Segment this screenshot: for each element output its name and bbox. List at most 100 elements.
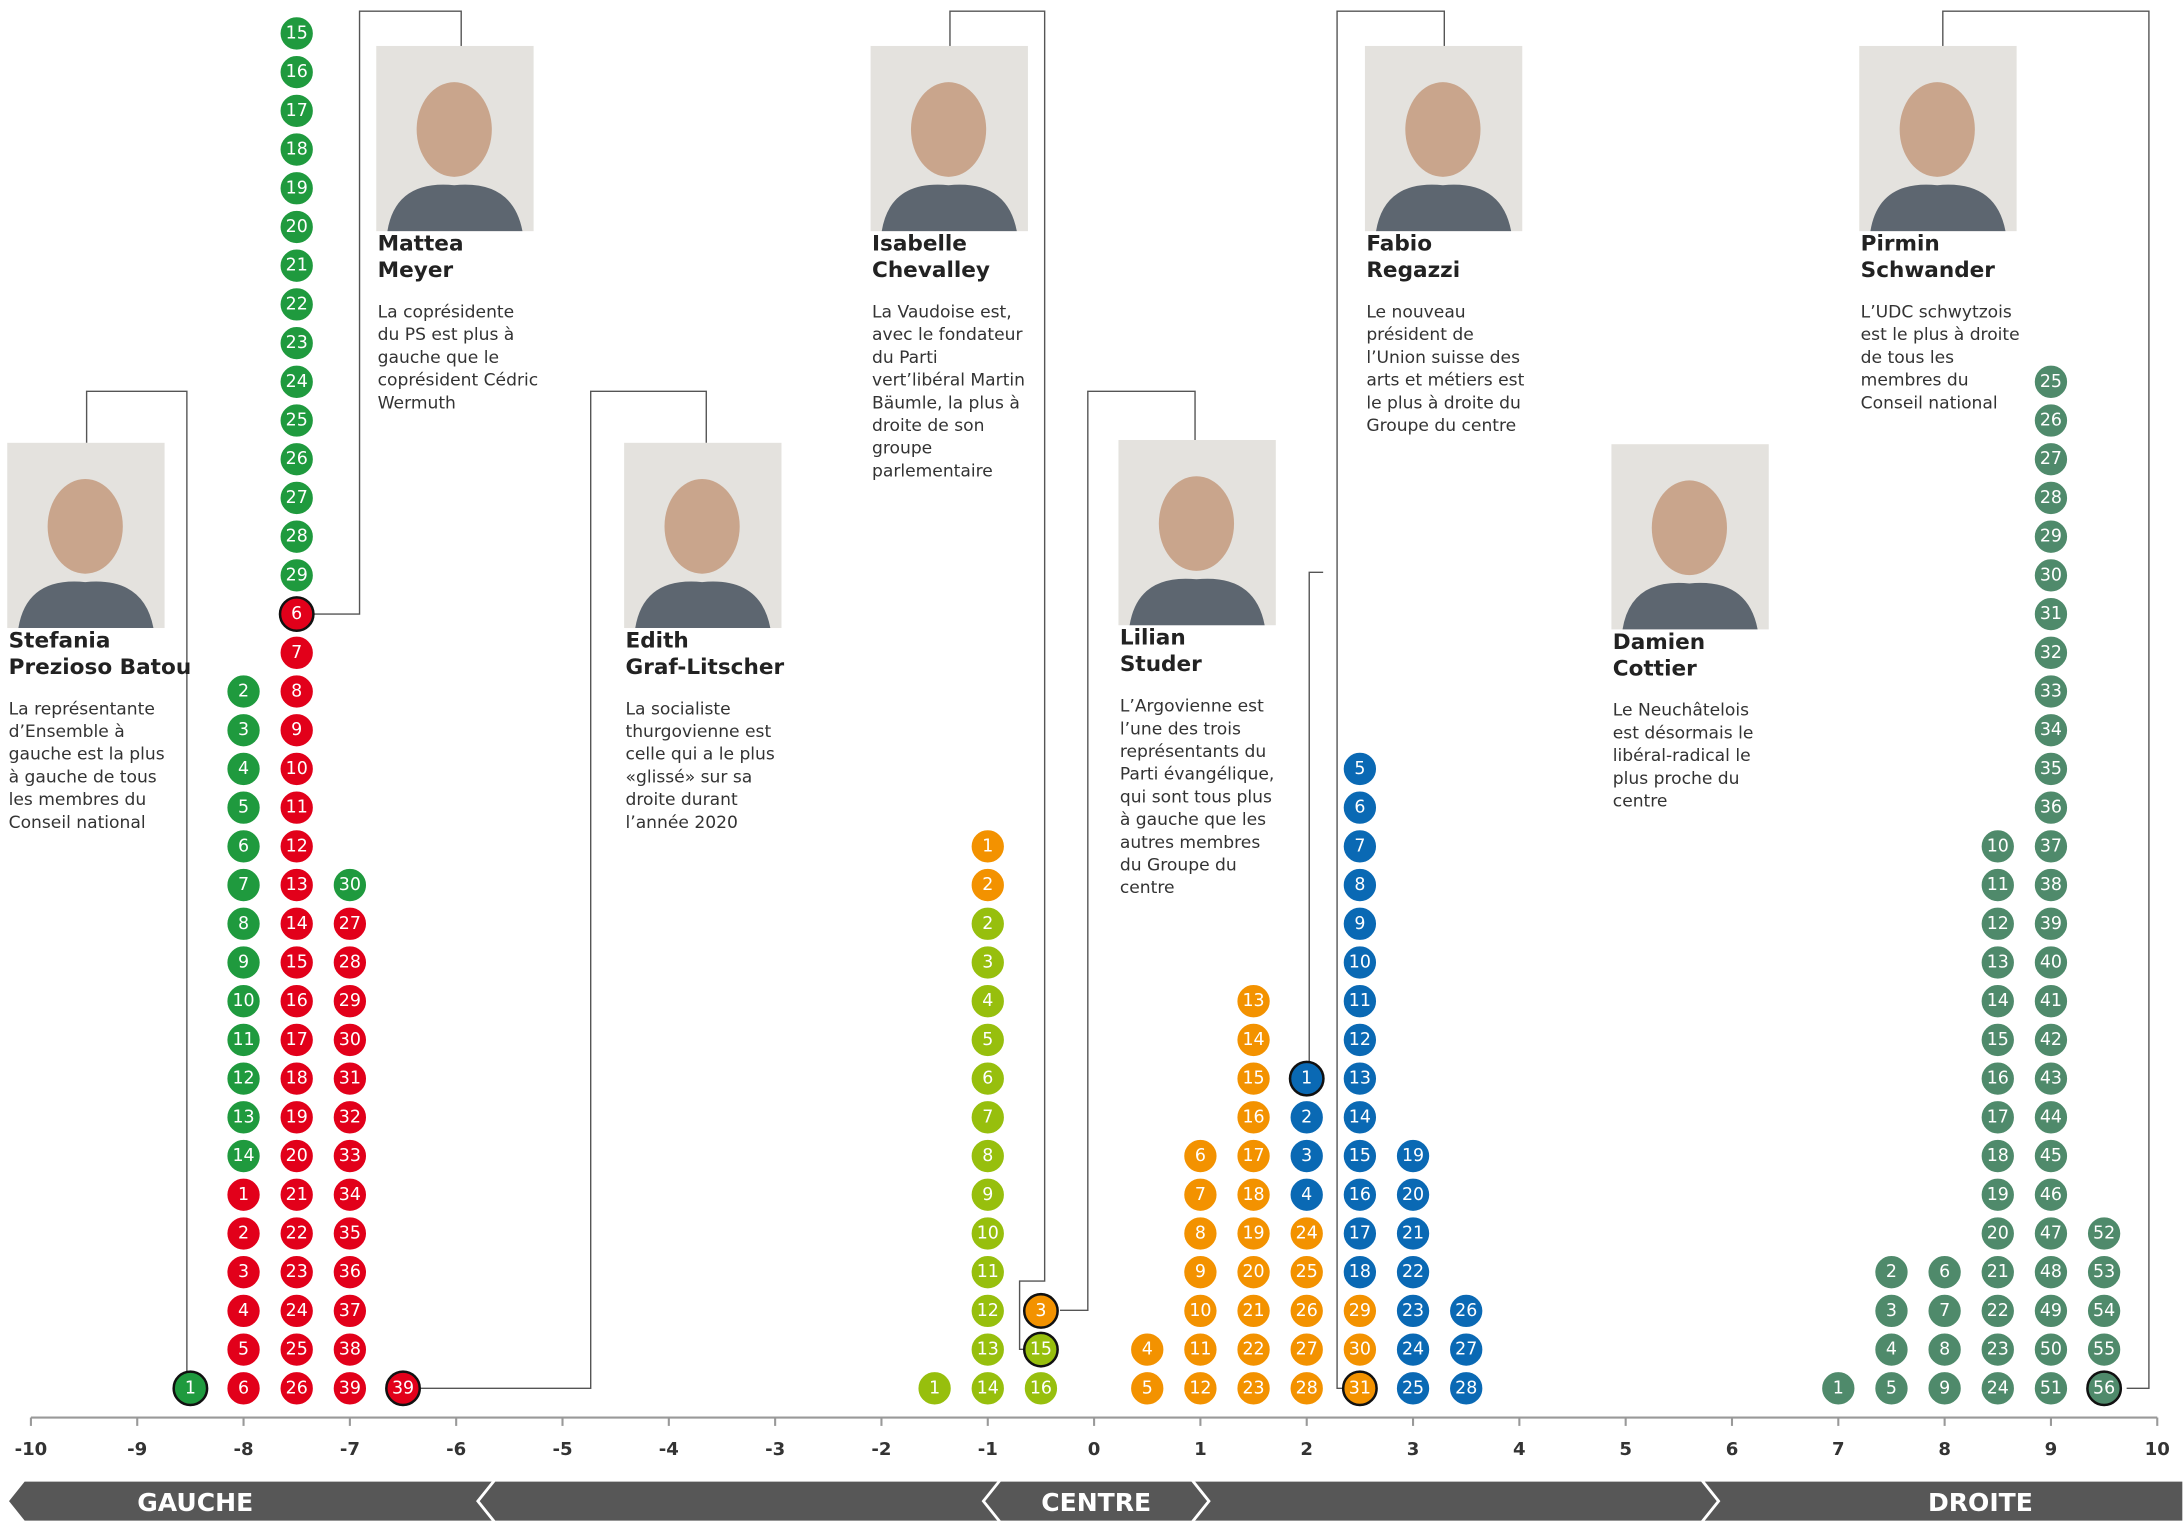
profile-text: gauche que le [378,348,499,368]
member-rank: 13 [1349,1069,1371,1089]
x-tick-label: 0 [1088,1439,1101,1460]
member-rank: 15 [286,952,308,972]
member-rank: 31 [339,1069,361,1089]
profile-name: Pirmin [1861,232,1940,257]
member-rank: 1 [929,1378,940,1398]
member-rank: 50 [2040,1340,2062,1360]
zone-shape [478,1480,1003,1522]
profile-text: droite durant [626,790,738,810]
profile-text: gauche est la plus [9,745,165,765]
x-tick-label: 6 [1726,1439,1739,1460]
member-rank: 54 [2093,1301,2115,1321]
member-rank: 10 [286,759,308,779]
member-rank: 12 [232,1069,254,1089]
profile-name: Edith [626,629,689,654]
member-rank: 38 [2040,875,2062,895]
profile-text: les membres du [9,790,147,810]
profile-name: Prezioso Batou [9,655,192,680]
member-rank: 39 [339,1378,361,1398]
member-rank: 41 [2040,991,2062,1011]
profile-text: centre [1120,878,1175,898]
member-rank: 35 [2040,759,2062,779]
profile-text: membres du [1861,371,1969,391]
profile-text: groupe [872,439,932,459]
member-rank: 12 [977,1301,999,1321]
profile-text: L’UDC schwytzois [1861,302,2012,322]
member-rank: 11 [286,798,308,818]
profile-text: coprésident Cédric [378,371,539,391]
profile-text: est le plus à droite [1861,325,2020,345]
member-rank: 47 [2040,1223,2062,1243]
profile-name: Cottier [1613,656,1697,681]
profile-text: Wermuth [378,393,456,413]
member-rank: 4 [238,1301,249,1321]
profile-text: «glissé» sur sa [626,767,753,787]
member-rank: 33 [2040,682,2062,702]
member-rank: 27 [339,914,361,934]
member-rank: 14 [1349,1107,1371,1127]
profile-text: La socialiste [626,699,731,719]
member-rank: 21 [1402,1223,1424,1243]
member-rank: 13 [977,1340,999,1360]
x-tick-label: 3 [1407,1439,1420,1460]
member-rank: 9 [982,1185,993,1205]
member-rank: 3 [982,952,993,972]
member-rank: 23 [1402,1301,1424,1321]
member-rank: 25 [2040,372,2062,392]
profile-text: l’Union suisse des [1366,348,1520,368]
member-rank: 22 [1987,1301,2009,1321]
member-rank: 34 [339,1185,361,1205]
photo-head [1900,82,1975,177]
profile-text: La Vaudoise est, [872,302,1012,322]
member-rank: 18 [1242,1185,1264,1205]
member-rank: 15 [1987,1030,2009,1050]
member-rank: 3 [238,1262,249,1282]
member-rank: 39 [2040,914,2062,934]
member-rank: 4 [1886,1340,1897,1360]
member-rank: 25 [1402,1378,1424,1398]
member-rank: 23 [1242,1378,1264,1398]
member-rank: 1 [1301,1069,1312,1089]
member-rank: 49 [2040,1301,2062,1321]
member-rank: 53 [2093,1262,2115,1282]
member-rank: 18 [286,140,308,160]
member-rank: 40 [2040,952,2062,972]
member-rank: 26 [1296,1301,1318,1321]
profile-text: Groupe du centre [1366,416,1516,436]
profile-name: Chevalley [872,258,990,283]
member-rank: 1 [238,1185,249,1205]
member-rank: 9 [291,720,302,740]
member-rank: 5 [1354,759,1365,779]
member-rank: 8 [291,682,302,702]
member-rank: 10 [232,991,254,1011]
member-rank: 24 [286,1301,308,1321]
photo-head [48,479,123,574]
member-rank: 8 [238,914,249,934]
member-rank: 5 [238,798,249,818]
member-rank: 3 [1886,1301,1897,1321]
member-rank: 37 [339,1301,361,1321]
profile-text: qui sont tous plus [1120,787,1272,807]
member-rank: 8 [1354,875,1365,895]
member-rank: 4 [238,759,249,779]
profile-text: thurgovienne est [626,722,772,742]
profile-name: Meyer [378,258,454,283]
profile-text: du Parti [872,348,938,368]
x-tick-label: 4 [1513,1439,1526,1460]
profile-name: Schwander [1861,258,1996,283]
x-tick-label: 10 [2145,1439,2170,1460]
member-rank: 5 [1142,1378,1153,1398]
member-rank: 19 [1242,1223,1264,1243]
member-rank: 25 [286,411,308,431]
member-rank: 12 [1349,1030,1371,1050]
x-tick-label: -5 [552,1439,572,1460]
member-rank: 6 [1195,1146,1206,1166]
body: GAUCHE CENTRE DROITE -10-9-8-7-6-5-4-3-2… [0,0,2184,1522]
profile-text: arts et métiers est [1366,371,1524,391]
member-rank: 7 [238,875,249,895]
profile-text: Conseil national [9,813,146,833]
member-rank: 17 [1349,1223,1371,1243]
member-rank: 24 [1987,1378,2009,1398]
member-rank: 52 [2093,1223,2115,1243]
member-rank: 2 [982,875,993,895]
